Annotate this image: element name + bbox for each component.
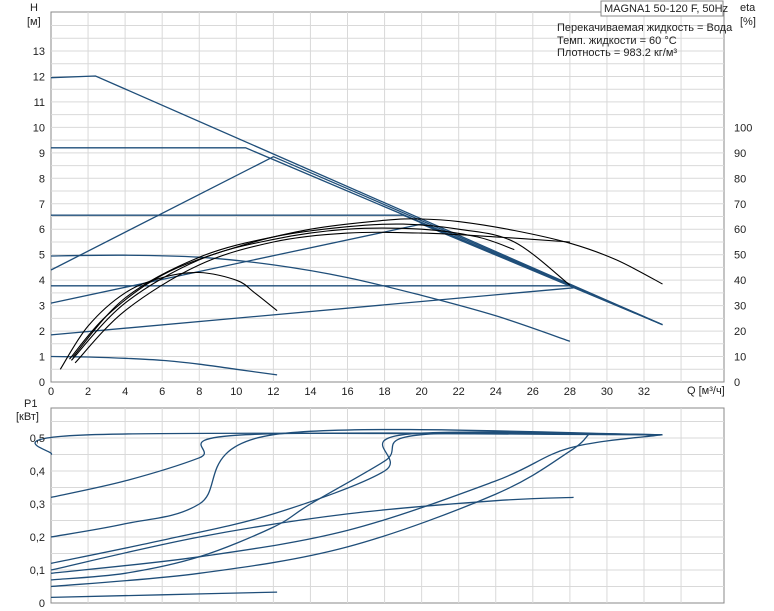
y2-tick-label: 80 [734, 173, 746, 185]
power-axis-unit: [кВт] [16, 411, 39, 423]
y-tick-label: 3 [39, 301, 45, 313]
info-density: Плотность = 983.2 кг/м³ [557, 47, 677, 59]
x-tick-label: 4 [122, 386, 128, 398]
y2-tick-label: 40 [734, 275, 746, 287]
power-tick-label: 0 [39, 598, 45, 610]
x-tick-label: 10 [230, 386, 242, 398]
y2-tick-label: 70 [734, 199, 746, 211]
y2-tick-label: 50 [734, 250, 746, 262]
y-tick-label: 0 [39, 377, 45, 389]
power-curve-6 [50, 434, 589, 588]
x-tick-label: 24 [490, 386, 502, 398]
head-curve-6 [50, 287, 574, 336]
x-tick-label: 28 [564, 386, 576, 398]
x-tick-label: 14 [304, 386, 316, 398]
y-tick-label: 13 [33, 46, 45, 58]
info-fluid: Перекачиваемая жидкость = Вода [557, 22, 733, 34]
y-tick-label: 10 [33, 122, 45, 134]
head-curve-0 [50, 75, 663, 326]
y-tick-label: 6 [39, 224, 45, 236]
power-curve-4 [50, 432, 663, 581]
power-series [34, 428, 663, 599]
x-tick-label: 30 [601, 386, 613, 398]
y-tick-label: 1 [39, 352, 45, 364]
x-tick-label: 2 [85, 386, 91, 398]
y2-axis-unit: [%] [740, 16, 756, 28]
power-plot-frame [50, 407, 725, 604]
tick-labels: 0123456789101112130102030405060708090100… [30, 46, 753, 610]
head-curve-7 [50, 254, 571, 342]
y-tick-label: 7 [39, 199, 45, 211]
title-box [600, 0, 724, 17]
x-tick-label: 22 [453, 386, 465, 398]
power-grid [51, 408, 724, 603]
power-axis-label: P1 [24, 398, 37, 410]
power-curve-3 [50, 431, 663, 565]
head-grid [51, 12, 724, 382]
x-tick-label: 8 [196, 386, 202, 398]
y2-tick-label: 0 [734, 377, 740, 389]
chart-title: MAGNA1 50-120 F, 50Hz [604, 3, 728, 15]
y2-tick-label: 60 [734, 224, 746, 236]
info-temperature: Темп. жидкости = 60 °C [557, 35, 677, 47]
power-curve-2 [50, 428, 663, 538]
efficiency-curve-10 [69, 218, 663, 360]
head-curve-4 [50, 223, 663, 326]
y-axis-unit: [м] [27, 16, 41, 28]
power-curve-5 [50, 434, 663, 574]
head-curve-2 [50, 155, 663, 326]
y-tick-label: 2 [39, 326, 45, 338]
x-tick-label: 6 [159, 386, 165, 398]
power-tick-label: 0,1 [30, 565, 45, 577]
y-tick-label: 9 [39, 148, 45, 160]
y2-tick-label: 30 [734, 301, 746, 313]
y2-tick-label: 90 [734, 148, 746, 160]
head-eta-series [50, 75, 663, 376]
y-tick-label: 4 [39, 275, 45, 287]
x-tick-label: 18 [378, 386, 390, 398]
x-axis-label: Q [м³/ч] [687, 385, 725, 397]
head-curve-8 [50, 355, 278, 376]
power-tick-label: 0,2 [30, 532, 45, 544]
y-axis-label: H [30, 2, 38, 14]
x-tick-label: 16 [341, 386, 353, 398]
y-tick-label: 8 [39, 173, 45, 185]
efficiency-curve-11 [72, 223, 571, 357]
x-tick-label: 32 [638, 386, 650, 398]
x-tick-label: 26 [527, 386, 539, 398]
x-tick-label: 20 [416, 386, 428, 398]
y2-tick-label: 100 [734, 122, 752, 134]
y-tick-label: 11 [34, 97, 45, 109]
efficiency-curve-13 [70, 227, 515, 361]
y2-tick-label: 20 [734, 326, 746, 338]
y2-tick-label: 10 [734, 352, 746, 364]
power-tick-label: 0,4 [30, 466, 45, 478]
power-tick-label: 0,5 [30, 433, 45, 445]
x-tick-label: 12 [267, 386, 279, 398]
power-curve-0 [34, 432, 663, 456]
power-curve-8 [50, 591, 278, 599]
power-tick-label: 0,3 [30, 499, 45, 511]
y2-axis-label: eta [740, 2, 756, 14]
power-curve-7 [50, 496, 574, 571]
x-tick-label: 0 [48, 386, 54, 398]
efficiency-curve-9 [59, 271, 278, 370]
head-curve-3 [51, 214, 663, 326]
head-plot-frame [50, 11, 725, 383]
efficiency-curve-12 [74, 231, 570, 364]
y-tick-label: 12 [33, 71, 45, 83]
y-tick-label: 5 [39, 250, 45, 262]
